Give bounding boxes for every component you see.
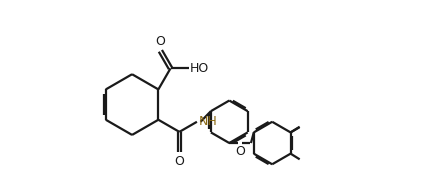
Text: HO: HO xyxy=(190,62,209,75)
Text: O: O xyxy=(156,35,165,48)
Text: O: O xyxy=(235,145,245,158)
Text: O: O xyxy=(174,155,184,168)
Text: NH: NH xyxy=(198,115,217,128)
